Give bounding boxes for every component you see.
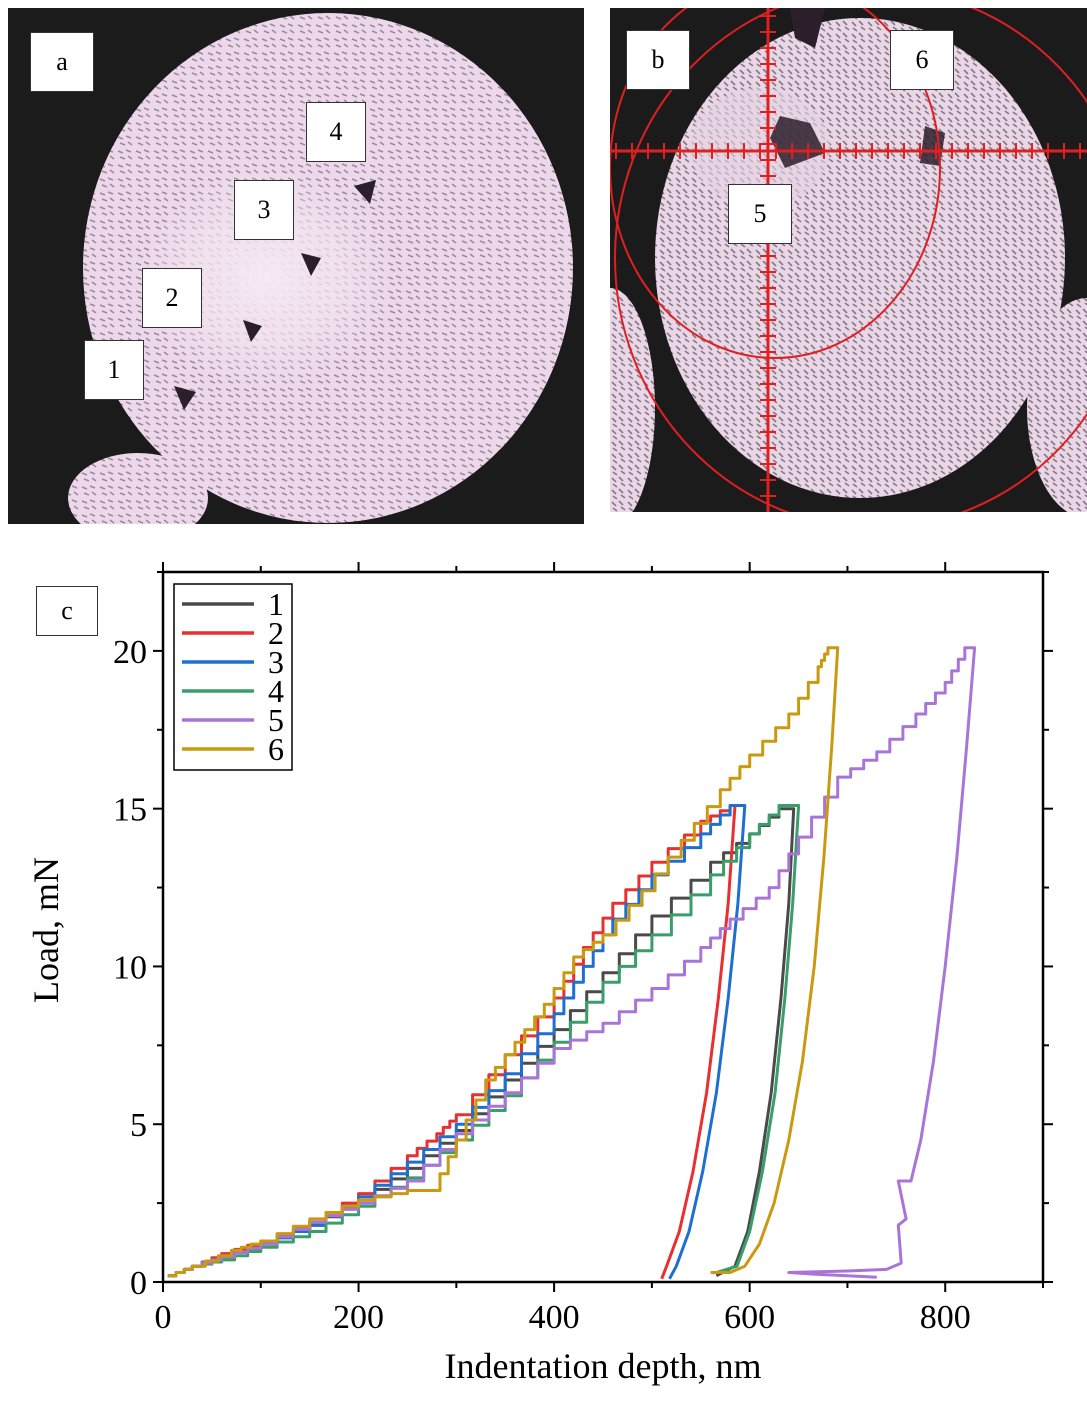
y-tick-label: 5 [130,1107,147,1144]
y-tick-label: 0 [130,1265,147,1302]
x-axis-label: Indentation depth, nm [445,1346,762,1386]
legend-label-6: 6 [268,731,284,767]
micrograph-panel-a: a 1 2 3 4 [8,8,584,524]
plot-frame [161,570,1045,1284]
panel-b-label: b [626,30,690,90]
x-tick-label: 200 [333,1299,384,1336]
x-tick-label: 600 [724,1299,775,1336]
x-tick-label: 400 [529,1299,580,1336]
measurement-ellipse [610,8,941,359]
neighbor-particle [68,453,208,524]
marker-2: 2 [142,268,202,328]
crosshair [610,8,1087,512]
panel-c-label: c [36,586,98,636]
x-tick-label: 800 [920,1299,971,1336]
marker-4: 4 [306,102,366,162]
micrograph-b-image [610,8,1087,512]
legend-label-2: 2 [268,615,284,651]
y-tick-label: 15 [113,792,147,829]
legend-label-5: 5 [268,702,284,738]
legend-label-4: 4 [268,673,284,709]
series-line-5 [167,646,977,1279]
micrograph-panel-b: b 5 6 [610,8,1087,512]
marker-6: 6 [890,30,954,90]
series-line-4 [167,804,801,1278]
legend-box [173,583,293,771]
x-tick-label: 0 [155,1299,172,1336]
legend-label-1: 1 [268,586,284,622]
indent-mark-2 [243,320,262,342]
series-layer [167,646,977,1280]
legend-label-3: 3 [268,644,284,680]
indent-mark-1 [174,386,196,410]
y-axis-label: Load, mN [26,857,66,1003]
series-line-2 [167,804,737,1280]
marker-5: 5 [728,184,792,244]
particle-b [655,18,1065,498]
marker-3: 3 [234,180,294,240]
indent-mark-4 [354,180,376,204]
series-line-6 [167,646,840,1278]
series-line-1 [167,807,796,1278]
y-tick-label: 10 [113,949,147,986]
y-tick-label: 20 [113,634,147,671]
micrograph-a-image [8,8,584,524]
series-line-3 [167,804,747,1280]
panel-a-label: a [30,32,94,92]
indent-mark-3 [301,253,321,276]
indent-mark-5 [770,116,825,168]
marker-1: 1 [84,340,144,400]
